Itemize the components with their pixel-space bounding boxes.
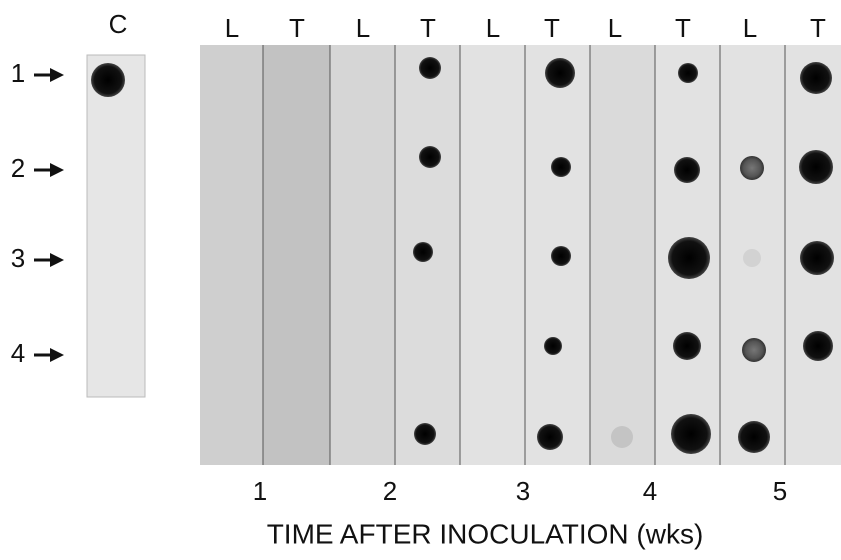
x-axis-title: TIME AFTER INOCULATION (wks) <box>267 518 704 549</box>
lane-label: T <box>675 13 691 43</box>
week-label: 3 <box>516 476 530 506</box>
week-label: 4 <box>643 476 657 506</box>
control-label: C <box>109 9 128 39</box>
dots <box>91 57 834 454</box>
control-strip <box>86 54 146 398</box>
row-arrows <box>34 68 64 362</box>
week-label: 1 <box>253 476 267 506</box>
row-label: 1 <box>11 58 25 88</box>
lane-label: T <box>420 13 436 43</box>
lane-label: L <box>356 13 370 43</box>
row-label: 4 <box>11 338 25 368</box>
lane-label: L <box>743 13 757 43</box>
week-label: 5 <box>773 476 787 506</box>
lane-label: L <box>225 13 239 43</box>
lane-label: L <box>486 13 500 43</box>
lane-label: T <box>810 13 826 43</box>
week-label: 2 <box>383 476 397 506</box>
row-label: 3 <box>11 243 25 273</box>
row-label: 2 <box>11 153 25 183</box>
lane-label: T <box>544 13 560 43</box>
lane-label: T <box>289 13 305 43</box>
lane-label: L <box>608 13 622 43</box>
